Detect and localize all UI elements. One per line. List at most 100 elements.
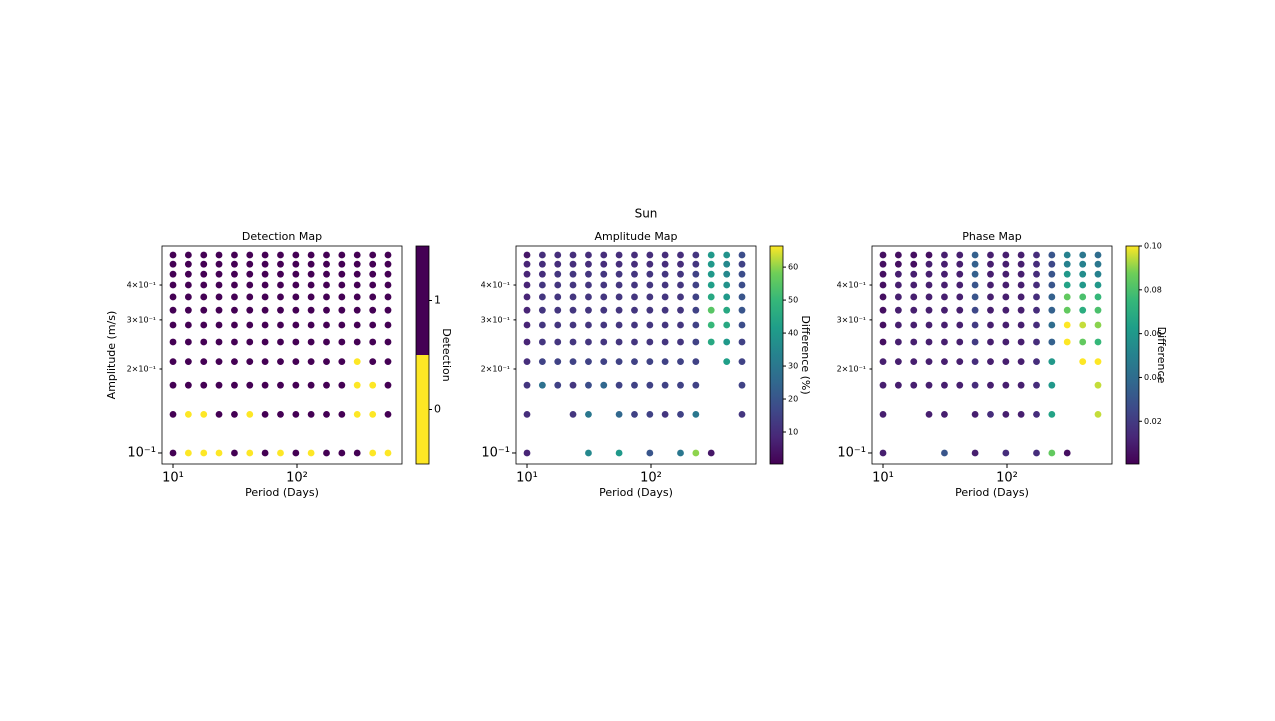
point [987,260,994,268]
subplot-title: Amplitude Map [594,230,677,243]
point [941,260,948,268]
point [692,251,700,259]
point [879,306,887,314]
point [925,260,933,268]
point [910,321,918,329]
colorbar-label: Detection [440,328,453,381]
point [1079,293,1087,301]
point [523,270,531,278]
point [353,449,361,457]
point [554,358,562,366]
point [1017,321,1025,329]
colorbar-tick-label: 50 [788,296,798,305]
x-tick-label: 10² [640,471,662,486]
point [246,281,254,289]
point [956,306,964,314]
point [292,281,300,289]
point [1017,381,1025,389]
point [369,281,377,289]
point [215,338,223,346]
point [615,449,623,457]
point [646,338,654,346]
point [538,306,546,314]
point [600,281,608,289]
point [569,381,577,389]
point [538,293,546,301]
point [184,410,192,418]
point [200,381,208,389]
point [600,306,608,314]
point [1033,306,1040,314]
point [879,449,887,457]
point [569,260,577,268]
point [925,338,933,346]
point [353,293,361,301]
point [631,338,638,346]
point [692,281,700,289]
point [569,306,577,314]
point [1063,270,1071,278]
point [1017,270,1025,278]
point [941,338,948,346]
point [231,306,238,314]
point [215,281,223,289]
point [600,270,608,278]
point [1048,381,1056,389]
point [738,270,746,278]
point [879,270,887,278]
point [231,293,238,301]
point [384,449,392,457]
point [307,270,315,278]
point [169,321,177,329]
point [910,260,918,268]
point [261,293,269,301]
x-tick-label: 10² [996,471,1018,486]
point [261,281,269,289]
point [246,260,254,268]
point [677,358,684,366]
point [200,338,208,346]
y-tick-label: 4×10⁻¹ [481,281,510,290]
point [738,321,746,329]
point [246,251,254,259]
point [554,270,562,278]
point [1002,270,1010,278]
point [231,321,238,329]
point [369,449,377,457]
point [384,293,392,301]
point [631,260,638,268]
point [1002,410,1010,418]
point [646,410,654,418]
point [646,358,654,366]
point [246,338,254,346]
point [569,358,577,366]
point [538,381,546,389]
point [369,381,377,389]
point [1017,260,1025,268]
point [323,358,330,366]
point [1094,410,1102,418]
point [879,410,887,418]
point [615,338,623,346]
point [894,281,902,289]
point [879,358,887,366]
point [692,358,700,366]
point [554,281,562,289]
point [200,449,208,457]
point [692,260,700,268]
point [615,358,623,366]
point [554,251,562,259]
point [894,358,902,366]
point [200,293,208,301]
point [631,270,638,278]
y-tick-label: 3×10⁻¹ [481,315,510,324]
point [523,381,531,389]
point [569,281,577,289]
point [1033,281,1040,289]
point [1048,410,1056,418]
point [925,321,933,329]
point [369,260,377,268]
point [215,381,223,389]
point [677,251,684,259]
point [1002,260,1010,268]
